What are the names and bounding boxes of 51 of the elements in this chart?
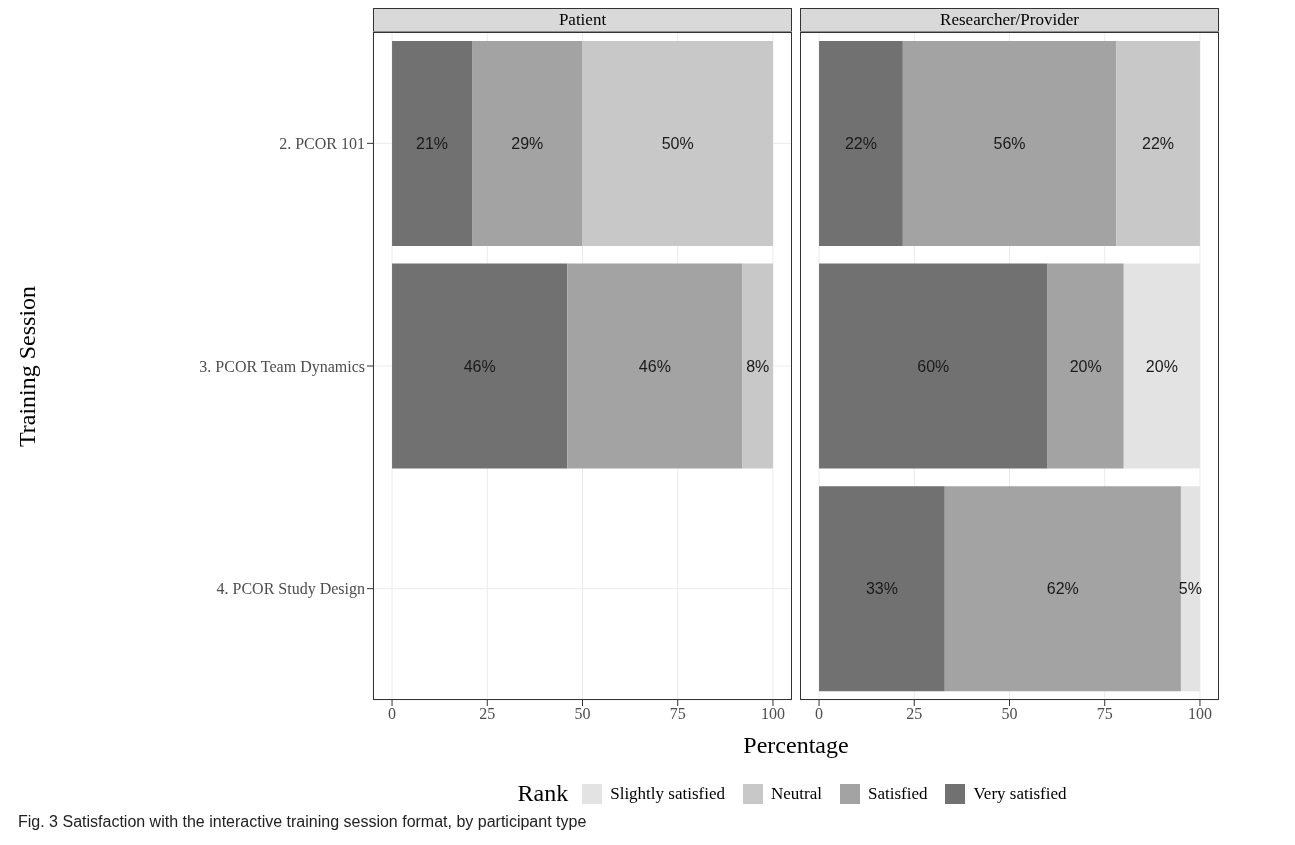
bar [392, 40, 473, 246]
x-tick-label: 50 [574, 705, 591, 723]
bar [742, 263, 773, 469]
bar [819, 486, 945, 692]
caption: Fig. 3 Satisfaction with the interactive training session format, by participant type [18, 813, 587, 831]
data-label: 5% [1178, 580, 1202, 598]
x-tick-label: 25 [906, 705, 923, 723]
bar [472, 40, 583, 246]
chart-title: Patient [373, 8, 792, 32]
y-tick-label: 4. PCOR Study Design [216, 580, 365, 599]
y-tick-label: 2. PCOR 101 [279, 135, 365, 153]
data-label: 62% [1046, 580, 1079, 598]
legend-label: Slightly satisfied [610, 783, 725, 804]
data-label: 46% [463, 357, 496, 375]
x-tick-label: 0 [815, 705, 824, 723]
x-tick-label: 75 [669, 705, 686, 723]
x-tick-label: 25 [479, 705, 496, 723]
bar [1116, 40, 1200, 246]
legend-label: Very satisfied [973, 783, 1067, 804]
bar [944, 486, 1181, 692]
bar [582, 40, 773, 246]
y-tick-label: 3. PCOR Team Dynamics [199, 357, 365, 376]
chart-title: Researcher/Provider [800, 8, 1219, 32]
legend-title: Rank [517, 780, 569, 807]
legend-label: Neutral [770, 783, 822, 804]
bar [567, 263, 743, 469]
x-tick-label: 50 [1001, 705, 1018, 723]
data-label: 46% [638, 357, 671, 375]
legend-label: Satisfied [867, 783, 928, 804]
bar [819, 263, 1048, 469]
data-label: 33% [865, 580, 898, 598]
data-label: 56% [993, 134, 1026, 152]
data-label: 29% [511, 134, 544, 152]
x-tick-label: 100 [1187, 705, 1212, 723]
bar [902, 40, 1117, 246]
data-label: 8% [746, 357, 770, 375]
data-label: 50% [661, 134, 694, 152]
data-label: 22% [844, 134, 877, 152]
x-tick-label: 0 [388, 705, 397, 723]
x-tick-label: 100 [760, 705, 785, 723]
data-label: 22% [1142, 134, 1175, 152]
data-label: 20% [1069, 357, 1102, 375]
x-axis-title: Percentage [742, 732, 850, 759]
bar [819, 40, 903, 246]
data-label: 21% [416, 134, 449, 152]
bar [392, 263, 568, 469]
data-label: 20% [1145, 357, 1178, 375]
bar [1047, 263, 1124, 469]
data-label: 60% [917, 357, 950, 375]
y-axis-title: Training Session [14, 285, 42, 447]
x-tick-label: 75 [1096, 705, 1113, 723]
